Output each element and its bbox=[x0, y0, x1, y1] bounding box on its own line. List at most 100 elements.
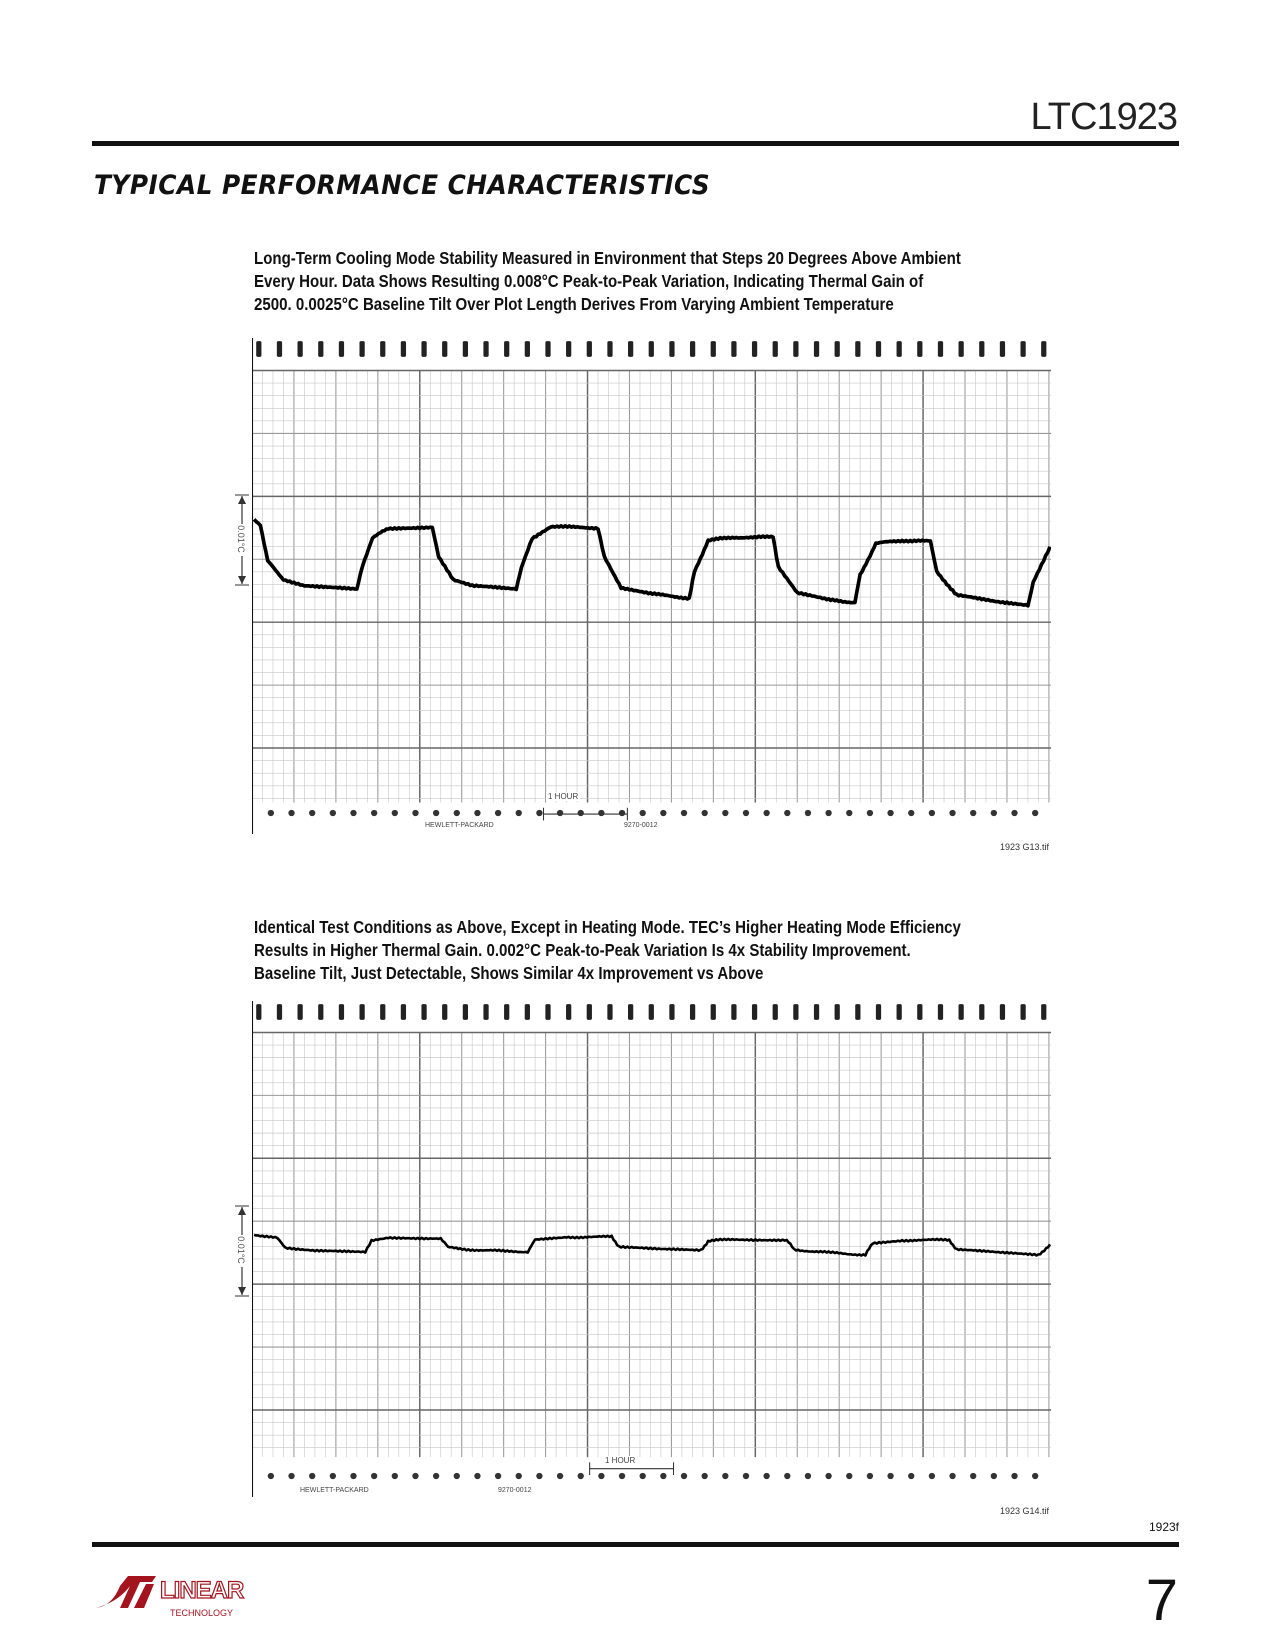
sprocket-hole bbox=[391, 809, 398, 817]
sprocket-hole bbox=[669, 341, 675, 357]
sprocket-hole bbox=[483, 341, 489, 357]
sprocket-hole bbox=[432, 1472, 440, 1480]
time-scale-label: 1 HOUR bbox=[603, 1456, 638, 1465]
sprocket-hole bbox=[722, 809, 729, 817]
sprocket-hole bbox=[887, 1472, 894, 1480]
doc-code: 1923f bbox=[1148, 1520, 1179, 1534]
sprocket-hole bbox=[751, 341, 758, 357]
sprocket-hole bbox=[598, 809, 605, 817]
sprocket-hole bbox=[524, 1004, 530, 1020]
sprocket-hole bbox=[928, 809, 936, 817]
sprocket-hole bbox=[462, 1004, 469, 1020]
sprocket-hole bbox=[309, 809, 316, 817]
sprocket-hole bbox=[1011, 809, 1018, 817]
sprocket-hole bbox=[669, 1004, 675, 1020]
sprocket-hole bbox=[359, 341, 365, 357]
sprocket-hole bbox=[267, 1472, 275, 1480]
sprocket-hole bbox=[618, 809, 626, 817]
sprocket-hole bbox=[917, 1004, 923, 1020]
caption-line: Long-Term Cooling Mode Stability Measure… bbox=[254, 248, 961, 268]
sprocket-hole bbox=[267, 809, 275, 817]
figure-2-caption: Identical Test Conditions as Above, Exce… bbox=[254, 916, 961, 985]
hour-bracket bbox=[542, 807, 628, 821]
sprocket-hole bbox=[566, 341, 572, 357]
figure-file-label: 1923 G14.tif bbox=[999, 1506, 1049, 1516]
sprocket-hole bbox=[1020, 1004, 1026, 1020]
sprocket-hole bbox=[524, 341, 530, 357]
caption-line: Results in Higher Thermal Gain. 0.002°C … bbox=[254, 940, 911, 960]
sprocket-hole bbox=[784, 809, 791, 817]
paper-code: 9270-0012 bbox=[624, 822, 658, 829]
sprocket-hole bbox=[813, 341, 820, 357]
hour-bracket bbox=[589, 1462, 675, 1475]
sprocket-hole bbox=[276, 1004, 283, 1020]
sprocket-hole bbox=[412, 1472, 419, 1480]
sprocket-hole bbox=[442, 341, 448, 357]
sprocket-hole bbox=[318, 1004, 324, 1020]
sprocket-hole bbox=[586, 1004, 592, 1020]
sprocket-hole bbox=[825, 1472, 832, 1480]
caption-line: Identical Test Conditions as Above, Exce… bbox=[254, 917, 961, 937]
sprocket-hole bbox=[256, 1004, 262, 1020]
sprocket-hole bbox=[887, 809, 894, 817]
sprocket-hole bbox=[1020, 341, 1026, 357]
sprocket-hole bbox=[1032, 809, 1039, 817]
sprocket-hole bbox=[618, 1472, 626, 1480]
sprocket-hole bbox=[908, 1472, 915, 1480]
sprocket-hole bbox=[979, 341, 985, 357]
sprocket-hole bbox=[710, 341, 716, 357]
sprocket-hole bbox=[442, 1004, 448, 1020]
sprocket-hole bbox=[866, 809, 874, 817]
sprocket-hole bbox=[937, 1004, 944, 1020]
sprocket-hole bbox=[338, 341, 345, 357]
sprocket-hole bbox=[474, 1472, 481, 1480]
sprocket-hole bbox=[648, 341, 654, 357]
paper-brand: HEWLETT-PACKARD bbox=[300, 1487, 369, 1494]
vertical-scale-label: 0.01°C bbox=[235, 1236, 246, 1264]
sprocket-hole bbox=[846, 1472, 853, 1480]
sprocket-hole bbox=[896, 1004, 902, 1020]
sprocket-hole bbox=[701, 1472, 708, 1480]
sprocket-hole bbox=[804, 809, 812, 817]
sprocket-hole bbox=[1041, 341, 1047, 357]
sprocket-hole bbox=[504, 1004, 510, 1020]
sprocket-hole bbox=[371, 809, 378, 817]
sprocket-hole bbox=[453, 809, 460, 817]
sprocket-hole bbox=[474, 809, 481, 817]
sprocket-hole bbox=[958, 341, 964, 357]
sprocket-hole bbox=[515, 1472, 522, 1480]
sprocket-hole bbox=[391, 1472, 398, 1480]
scale-arrow bbox=[235, 1205, 249, 1297]
sprocket-hole bbox=[607, 1004, 613, 1020]
sprocket-hole bbox=[772, 1004, 778, 1020]
sprocket-hole bbox=[536, 809, 543, 817]
sprocket-hole bbox=[288, 809, 295, 817]
sprocket-hole bbox=[639, 1472, 646, 1480]
sprocket-hole bbox=[689, 1004, 696, 1020]
sprocket-hole bbox=[793, 341, 799, 357]
sprocket-hole bbox=[494, 809, 502, 817]
sprocket-hole bbox=[813, 1004, 820, 1020]
sprocket-hole bbox=[639, 809, 646, 817]
sprocket-hole bbox=[350, 809, 357, 817]
sprocket-hole bbox=[329, 1472, 336, 1480]
sprocket-hole bbox=[421, 1004, 427, 1020]
sprocket-hole bbox=[660, 1472, 667, 1480]
part-number: LTC1923 bbox=[1030, 96, 1178, 138]
sprocket-hole bbox=[276, 341, 283, 357]
sprocket-hole bbox=[784, 1472, 791, 1480]
sprocket-hole bbox=[494, 1472, 502, 1480]
sprocket-hole bbox=[970, 1472, 977, 1480]
sprocket-hole bbox=[763, 809, 770, 817]
sprocket-hole bbox=[1041, 1004, 1047, 1020]
sprocket-hole bbox=[504, 341, 510, 357]
sprocket-hole bbox=[660, 809, 667, 817]
sprocket-hole bbox=[689, 341, 696, 357]
temperature-trace bbox=[252, 518, 1051, 608]
sprocket-hole bbox=[515, 809, 522, 817]
sprocket-hole bbox=[917, 341, 923, 357]
sprocket-hole bbox=[648, 1004, 654, 1020]
sprocket-hole bbox=[970, 809, 977, 817]
caption-line: Every Hour. Data Shows Resulting 0.008°C… bbox=[254, 271, 924, 291]
sprocket-hole bbox=[350, 1472, 357, 1480]
